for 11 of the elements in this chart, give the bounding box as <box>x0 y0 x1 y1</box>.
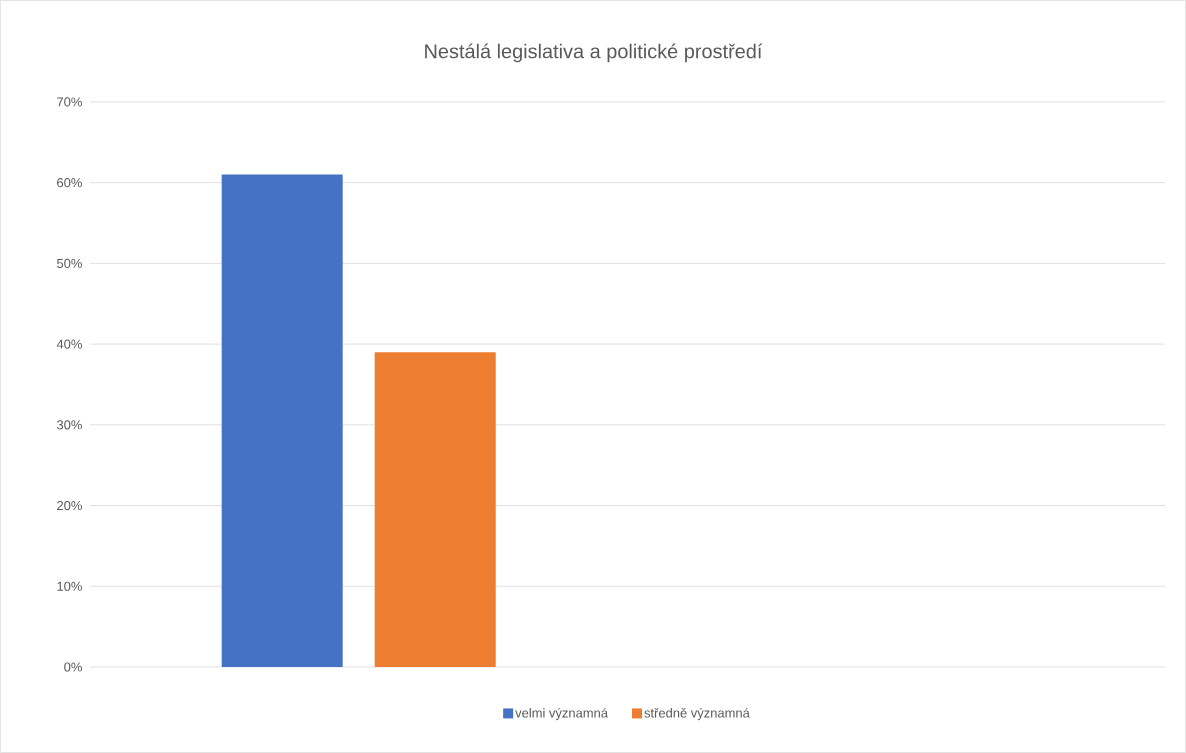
legend-label: středně významná <box>644 707 750 721</box>
chart-title: Nestálá legislativa a politické prostředí <box>425 43 763 63</box>
y-tick-label: 10% <box>57 581 82 591</box>
y-tick-label: 20% <box>57 500 82 511</box>
y-tick-label: 0% <box>64 662 82 672</box>
y-tick-label: 30% <box>56 420 82 430</box>
y-tick-label: 70% <box>57 97 82 107</box>
y-tick-label: 60% <box>57 178 82 188</box>
y-tick-label: 50% <box>56 258 82 268</box>
y-tick-label: 40% <box>56 339 82 349</box>
legend-label: velmi významná <box>515 707 608 721</box>
